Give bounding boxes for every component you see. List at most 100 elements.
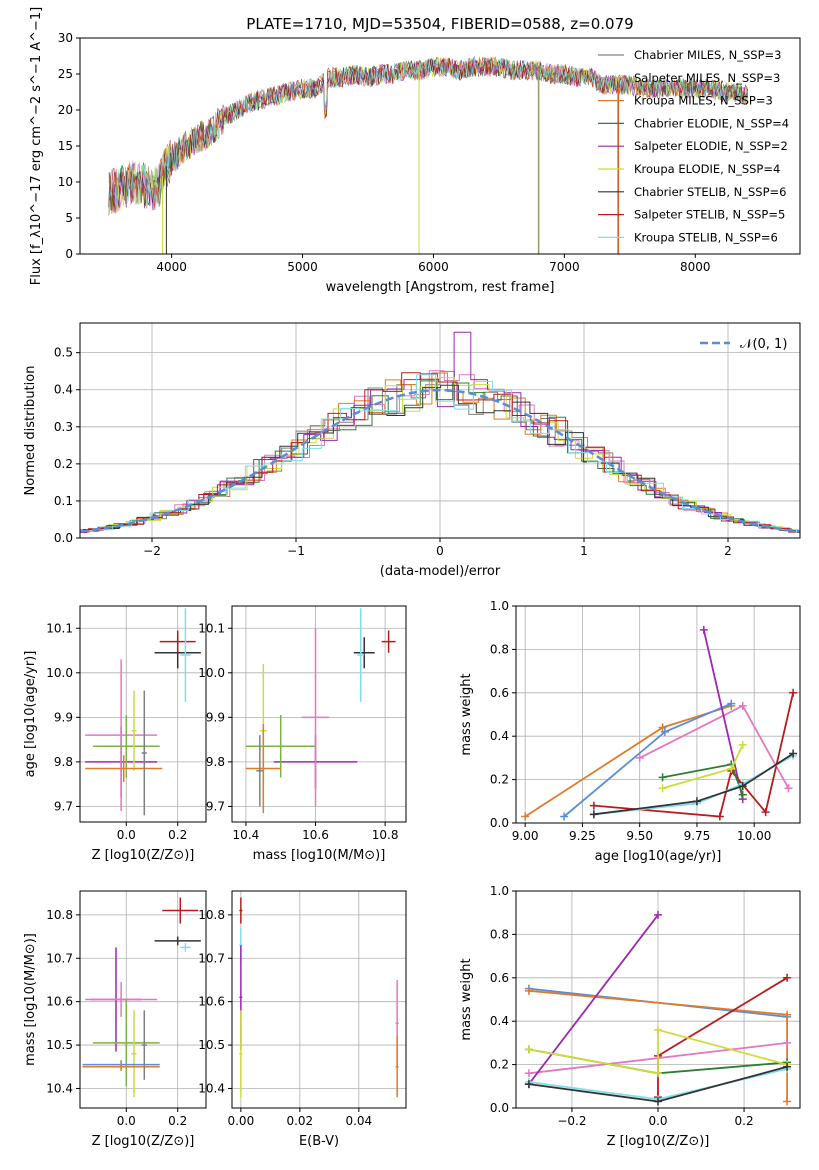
y-tick-label: 5 [65, 211, 73, 225]
weight-marker-salpeter_miles [524, 1069, 533, 1078]
weight-marker-blue_fit [727, 699, 736, 708]
x-axis-label: wavelength [Angstrom, rest frame] [326, 280, 555, 295]
plot-area [80, 331, 800, 534]
weight-marker-salpeter_miles [784, 784, 793, 793]
weight-marker-kroupa_elodie [727, 764, 736, 773]
x-tick-label: 0 [436, 544, 444, 558]
x-tick-label: 4000 [156, 260, 187, 274]
legend-entry: Salpeter MILES, N_SSP=3 [634, 71, 780, 85]
weight-marker-kroupa_miles [521, 812, 530, 821]
plot-area [85, 608, 201, 816]
panel-weight_vs_age: 9.00 9.25 9.50 9.75 10.00 0.0 0.2 0.4 0.6 0.8 1.0 a… [459, 599, 801, 864]
weight-line-salpeter_elodie [528, 914, 659, 1085]
y-tick-label: 10.4 [198, 1081, 225, 1095]
x-tick-label: 0.0 [117, 828, 136, 842]
y-tick-label: 1.0 [490, 599, 509, 613]
y-axis-label: age [log10(age/yr)] [23, 651, 38, 778]
y-tick-label: 10.4 [46, 1081, 73, 1095]
x-tick-label: 0.04 [345, 1114, 372, 1128]
y-tick-label: 10 [58, 175, 73, 189]
y-tick-label: 25 [58, 67, 73, 81]
y-tick-label: 9.9 [206, 710, 225, 724]
histogram-salpeter_stelib [80, 372, 800, 533]
y-tick-label: 30 [58, 31, 73, 45]
weight-marker-chabrier_stelib [783, 1062, 792, 1071]
legend-entry: Salpeter STELIB, N_SSP=5 [634, 208, 785, 222]
weight-marker-chabrier_stelib [789, 749, 798, 758]
weight-marker-kroupa_elodie [654, 1069, 662, 1078]
weight-line-kroupa_stelib [593, 754, 794, 816]
plot-area [239, 897, 399, 1098]
axes-frame [79, 605, 207, 823]
y-tick-label: 0.2 [54, 457, 73, 471]
x-tick-label: 0.2 [168, 828, 187, 842]
x-tick-label: 9.75 [684, 829, 711, 843]
panel-age_vs_mass: 10.4 10.6 10.8 9.7 9.8 9.9 10.0 10.1 mass [log10… [198, 605, 407, 863]
legend-entry: Kroupa MILES, N_SSP=3 [634, 94, 773, 108]
weight-marker-chabrier_elodie [738, 790, 747, 799]
y-tick-label: 10.6 [46, 995, 73, 1009]
y-tick-label: 10.7 [46, 951, 73, 965]
panel-age_vs_Z: 0.0 0.2 9.7 9.8 9.9 10.0 10.1 Z [log10(Z/Z⊙)] ag… [23, 605, 207, 863]
y-tick-label: 0.2 [490, 773, 509, 787]
x-tick-label: 1 [580, 544, 588, 558]
y-tick-label: 10.8 [46, 908, 73, 922]
weight-marker-salpeter_stelib [789, 688, 798, 697]
x-tick-label: 10.4 [233, 828, 260, 842]
panel-spectrum: 4000 5000 6000 7000 8000 0 5 10 15 20 25 30 waveleng… [29, 7, 801, 295]
x-tick-label: 6000 [418, 260, 449, 274]
weight-marker-kroupa_elodie [738, 740, 747, 749]
x-axis-label: age [log10(age/yr)] [595, 849, 722, 864]
y-tick-label: 0.8 [490, 642, 509, 656]
axes-frame [231, 890, 407, 1109]
y-axis-label: Normed distribution [23, 366, 38, 496]
y-axis-label: mass weight [459, 958, 474, 1040]
y-tick-label: 10.0 [46, 666, 73, 680]
y-tick-label: 9.7 [54, 799, 73, 813]
weight-marker-chabrier_stelib [524, 1080, 533, 1089]
axes-frame [515, 890, 801, 1109]
legend-entry: Chabrier ELODIE, N_SSP=4 [634, 116, 789, 130]
panel-weight_vs_Z: −0.2 0.0 0.2 0.0 0.2 0.4 0.6 0.8 1.0 Z [log10(Z/Z… [459, 884, 801, 1149]
x-axis-label: E(B-V) [299, 1134, 339, 1149]
weight-marker-chabrier_stelib [589, 810, 598, 819]
plot-area [521, 625, 798, 821]
y-tick-label: 10.6 [198, 995, 225, 1009]
weight-marker-kroupa_miles [524, 986, 533, 995]
axes-frame [79, 37, 801, 255]
x-tick-label: 10.00 [737, 829, 771, 843]
spectrum-line-kroupa_stelib [108, 57, 748, 209]
weight-line-kroupa_elodie [528, 1028, 788, 1075]
x-axis-label: Z [log10(Z/Z⊙)] [607, 1134, 710, 1149]
plot-area [524, 910, 792, 1106]
axes-frame [79, 322, 801, 539]
weight-marker-salpeter_elodie [654, 910, 662, 919]
legend-entry: Kroupa ELODIE, N_SSP=4 [634, 162, 780, 176]
plot-area [245, 608, 396, 814]
gauss-curve [80, 388, 800, 533]
weight-marker-blue_fit [560, 812, 569, 821]
weight-marker-salpeter_stelib [715, 812, 724, 821]
y-tick-label: 9.8 [206, 755, 225, 769]
y-tick-label: 10.1 [46, 621, 73, 635]
legend-entry: Salpeter ELODIE, N_SSP=2 [634, 139, 788, 153]
y-tick-label: 0.4 [490, 1014, 509, 1028]
weight-marker-salpeter_miles [783, 1038, 792, 1047]
x-tick-label: 7000 [549, 260, 580, 274]
y-tick-label: 15 [58, 139, 73, 153]
y-tick-label: 0 [65, 247, 73, 261]
x-tick-label: 9.00 [512, 829, 539, 843]
histogram-salpeter_elodie [80, 331, 800, 533]
y-tick-label: 10.7 [198, 951, 225, 965]
weight-marker-kroupa_elodie [658, 784, 667, 793]
x-tick-label: 9.25 [569, 829, 596, 843]
weight-marker-kroupa_miles [783, 1010, 792, 1019]
axes-frame [231, 605, 407, 823]
y-tick-label: 1.0 [490, 884, 509, 898]
figure-title: PLATE=1710, MJD=53504, FIBERID=0588, z=0… [246, 15, 633, 33]
y-axis-label: Flux [f_λ10^−17 erg cm^−2 s^−1 A^−1] [29, 7, 44, 285]
y-tick-label: 20 [58, 103, 73, 117]
x-axis-label: (data-model)/error [380, 564, 501, 579]
y-tick-label: 9.7 [206, 799, 225, 813]
